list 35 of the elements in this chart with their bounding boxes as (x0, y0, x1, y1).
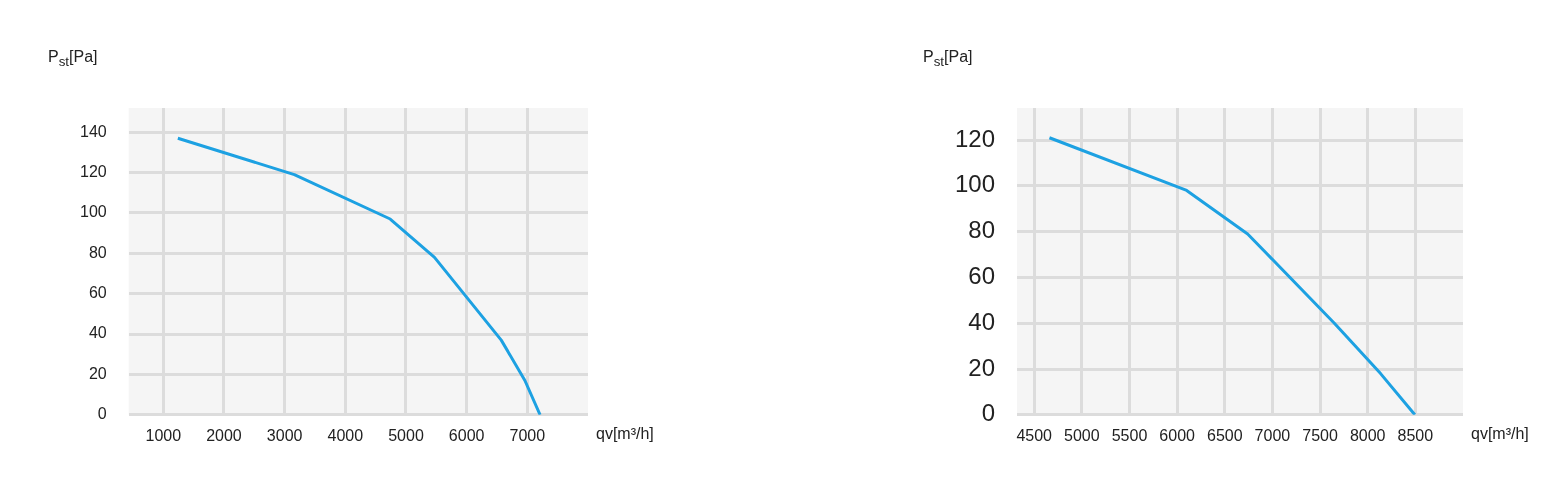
x-tick-label: 6000 (1159, 426, 1196, 444)
y-tick-label: 0 (97, 405, 107, 423)
y-tick-label: 20 (968, 353, 996, 381)
y-tick-label: 100 (955, 170, 996, 198)
x-axis-title: qv[m³/h] (596, 424, 654, 443)
x-tick-label: 8000 (1349, 426, 1386, 444)
x-tick-label: 5000 (388, 426, 424, 444)
y-axis-title: P$_{st}$[Pa] (923, 48, 973, 70)
y-tick-label: 20 (88, 364, 107, 382)
y-axis-title: P$_{st}$[Pa] (48, 48, 98, 70)
y-tick-label: 40 (968, 307, 996, 335)
y-tick-label: 80 (88, 243, 107, 261)
y-tick-label: 120 (955, 124, 996, 152)
x-axis-title: qv[m³/h] (1471, 424, 1529, 443)
y-tick-label: 120 (79, 163, 107, 180)
y-tick-label: 40 (88, 324, 107, 342)
y-tick-label: 100 (79, 203, 107, 221)
y-tick-label: 60 (88, 284, 107, 302)
x-tick-label: 6000 (448, 426, 485, 444)
x-tick-label: 7500 (1302, 426, 1338, 444)
x-tick-label: 2000 (206, 426, 242, 444)
x-tick-label: 4000 (327, 426, 364, 444)
x-tick-label: 7000 (509, 426, 546, 444)
y-tick-label: 80 (968, 216, 996, 244)
x-tick-label: 4500 (1016, 426, 1053, 444)
x-tick-label: 3000 (266, 426, 303, 444)
y-tick-label: 140 (79, 122, 107, 140)
x-tick-label: 8500 (1397, 426, 1434, 444)
x-tick-label: 5000 (1064, 426, 1100, 444)
y-tick-label: 60 (968, 262, 996, 290)
x-tick-label: 6500 (1206, 426, 1243, 444)
x-tick-label: 1000 (145, 426, 182, 444)
y-tick-label: 0 (981, 399, 996, 427)
x-tick-label: 7000 (1254, 426, 1291, 444)
x-tick-label: 5500 (1111, 426, 1148, 444)
